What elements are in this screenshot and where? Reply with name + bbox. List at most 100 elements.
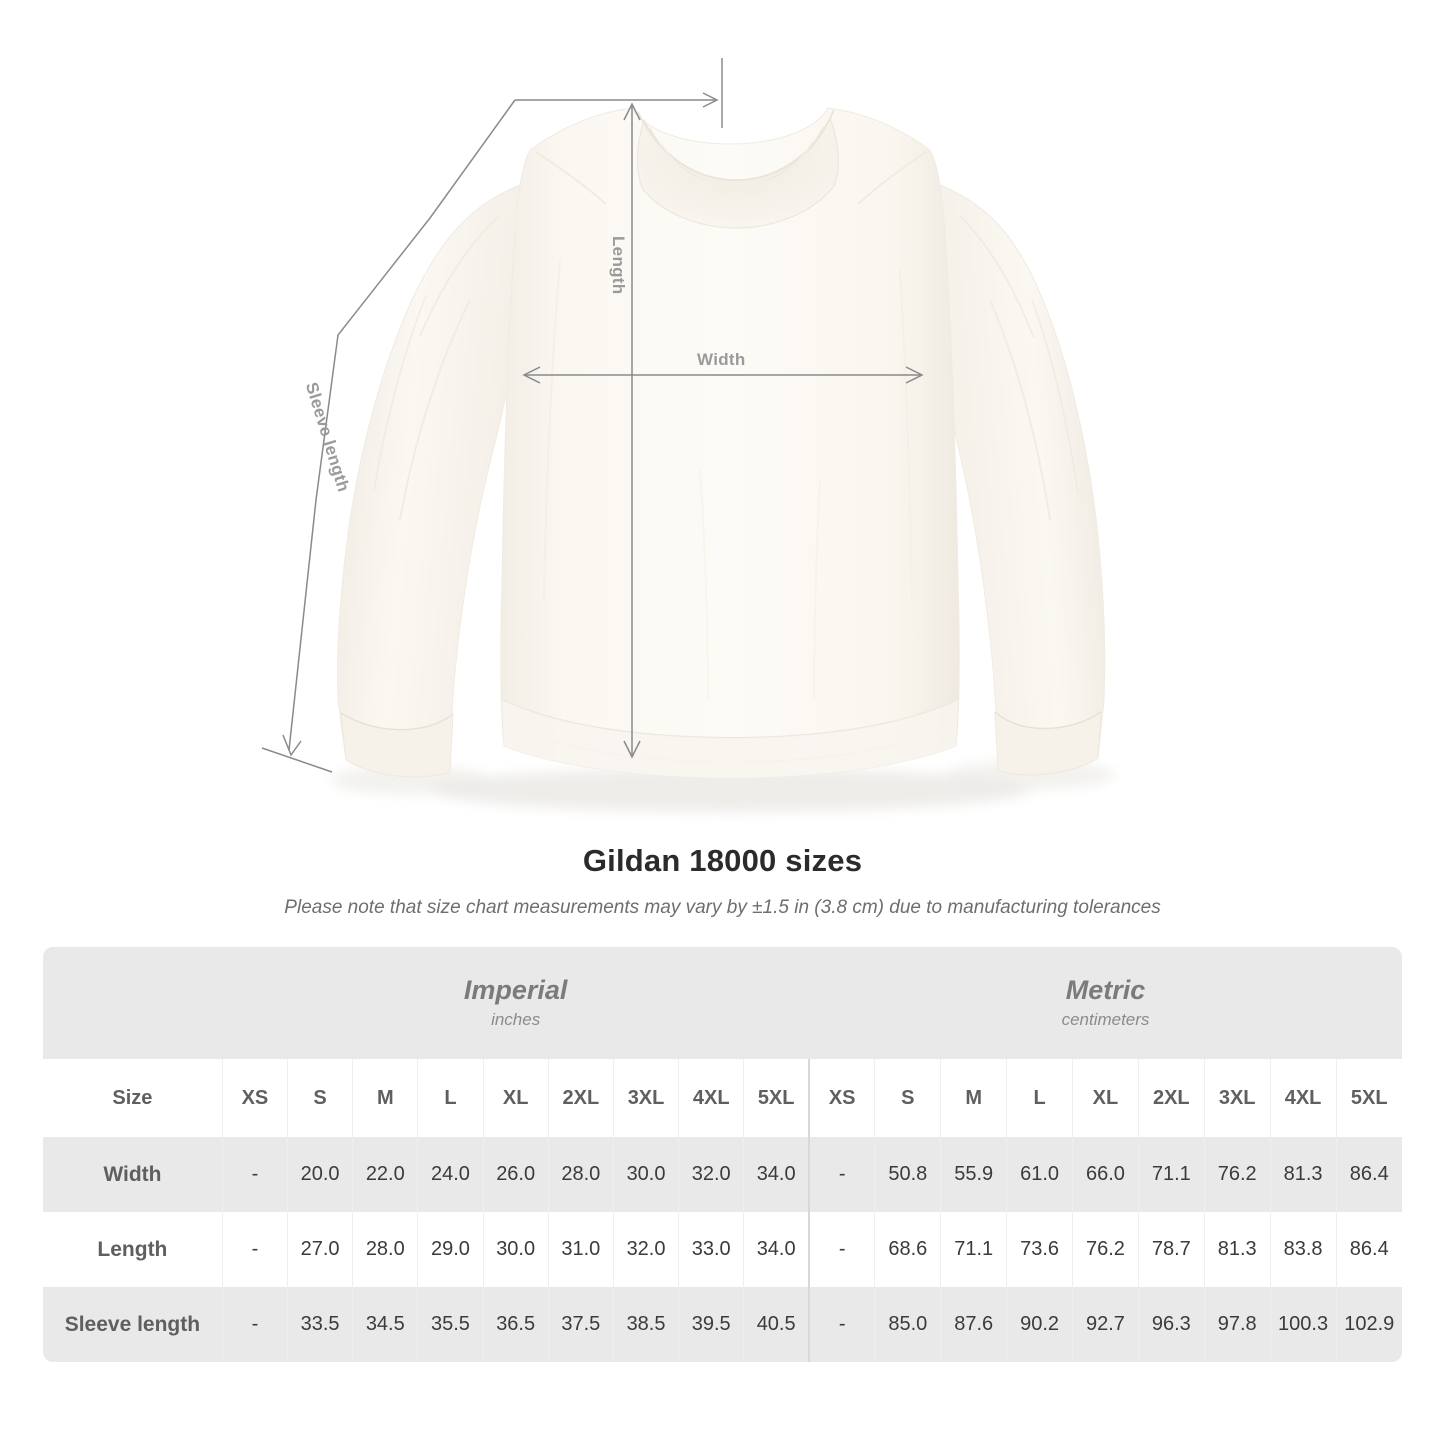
size-header-row: Size XS S M L XL 2XL 3XL 4XL 5XL XS S M …	[43, 1059, 1402, 1137]
cell-sleeve-imperial-s: 33.5	[287, 1287, 354, 1362]
unit-sub-imperial: inches	[491, 1010, 541, 1029]
header-metric-xl: XL	[1072, 1059, 1139, 1137]
header-metric-2xl: 2XL	[1138, 1059, 1205, 1137]
unit-name-imperial: Imperial	[463, 975, 568, 1005]
cell-length-imperial-xl: 30.0	[483, 1212, 549, 1287]
header-imperial-3xl: 3XL	[613, 1059, 680, 1137]
table-row: Width - 20.0 22.0 24.0 26.0 28.0 30.0 32…	[43, 1137, 1402, 1212]
cell-length-metric-m: 71.1	[940, 1212, 1008, 1287]
cell-sleeve-metric-4xl: 100.3	[1270, 1287, 1337, 1362]
cell-sleeve-metric-m: 87.6	[940, 1287, 1008, 1362]
cell-width-imperial-xl: 26.0	[483, 1137, 549, 1212]
size-table-wrap: Imperial inches Metric centimeters Size …	[43, 947, 1402, 1362]
table-row: Length - 27.0 28.0 29.0 30.0 31.0 32.0 3…	[43, 1212, 1402, 1287]
title-block: Gildan 18000 sizes Please note that size…	[0, 840, 1445, 921]
cell-width-imperial-m: 22.0	[352, 1137, 419, 1212]
cell-length-metric-xs: -	[809, 1212, 876, 1287]
cell-sleeve-imperial-l: 35.5	[417, 1287, 484, 1362]
header-metric-4xl: 4XL	[1270, 1059, 1337, 1137]
cell-width-imperial-l: 24.0	[417, 1137, 484, 1212]
header-imperial-2xl: 2XL	[548, 1059, 614, 1137]
cell-sleeve-metric-3xl: 97.8	[1204, 1287, 1271, 1362]
cell-width-metric-xs: -	[809, 1137, 876, 1212]
header-imperial-xl: XL	[483, 1059, 549, 1137]
cell-sleeve-imperial-5xl: 40.5	[743, 1287, 811, 1362]
header-metric-5xl: 5XL	[1336, 1059, 1402, 1137]
cell-sleeve-imperial-xl: 36.5	[483, 1287, 549, 1362]
garment-illustration	[261, 58, 1115, 812]
header-metric-3xl: 3XL	[1204, 1059, 1271, 1137]
collar	[636, 109, 839, 229]
cell-length-metric-5xl: 86.4	[1336, 1212, 1402, 1287]
cell-sleeve-metric-2xl: 96.3	[1138, 1287, 1205, 1362]
cell-length-metric-4xl: 83.8	[1270, 1212, 1337, 1287]
cell-length-metric-s: 68.6	[874, 1212, 942, 1287]
tolerance-note: Please note that size chart measurements…	[284, 897, 1161, 918]
header-size-label: Size	[43, 1059, 223, 1137]
cell-width-metric-xl: 66.0	[1072, 1137, 1139, 1212]
header-imperial-4xl: 4XL	[678, 1059, 745, 1137]
cell-length-metric-l: 73.6	[1006, 1212, 1073, 1287]
length-dimension	[623, 102, 641, 759]
right-sleeve	[927, 184, 1106, 776]
sleeve-length-dimension	[261, 58, 723, 773]
cell-length-metric-2xl: 78.7	[1138, 1212, 1205, 1287]
length-label: Length	[609, 236, 628, 295]
measurement-lines	[261, 58, 924, 773]
unit-band-row: Imperial inches Metric centimeters	[43, 947, 1402, 1059]
cell-sleeve-imperial-2xl: 37.5	[548, 1287, 614, 1362]
cell-sleeve-metric-l: 90.2	[1006, 1287, 1073, 1362]
header-imperial-xs: XS	[222, 1059, 289, 1137]
header-metric-m: M	[940, 1059, 1008, 1137]
cell-width-metric-5xl: 86.4	[1336, 1137, 1402, 1212]
header-imperial-s: S	[287, 1059, 354, 1137]
cell-length-imperial-s: 27.0	[287, 1212, 354, 1287]
cell-width-metric-l: 61.0	[1006, 1137, 1073, 1212]
width-dimension	[522, 366, 924, 384]
row-label-width: Width	[43, 1137, 223, 1212]
unit-sub-metric: centimeters	[1061, 1010, 1150, 1029]
cell-width-metric-3xl: 76.2	[1204, 1137, 1271, 1212]
cell-sleeve-metric-s: 85.0	[874, 1287, 942, 1362]
header-metric-xs: XS	[809, 1059, 876, 1137]
cell-width-imperial-xs: -	[222, 1137, 289, 1212]
cell-length-imperial-m: 28.0	[352, 1212, 419, 1287]
cell-length-imperial-l: 29.0	[417, 1212, 484, 1287]
cell-length-metric-3xl: 81.3	[1204, 1212, 1271, 1287]
size-table: Imperial inches Metric centimeters Size …	[43, 947, 1402, 1362]
garment-body	[500, 107, 960, 779]
table-row: Sleeve length - 33.5 34.5 35.5 36.5 37.5…	[43, 1287, 1402, 1362]
cell-sleeve-imperial-m: 34.5	[352, 1287, 419, 1362]
cell-sleeve-metric-xl: 92.7	[1072, 1287, 1139, 1362]
header-imperial-l: L	[417, 1059, 484, 1137]
unit-cell-metric: Metric centimeters	[809, 947, 1402, 1059]
header-imperial-m: M	[352, 1059, 419, 1137]
unit-band-spacer	[43, 947, 223, 1059]
unit-cell-imperial: Imperial inches	[222, 947, 809, 1059]
cell-length-metric-xl: 76.2	[1072, 1212, 1139, 1287]
cell-sleeve-imperial-3xl: 38.5	[613, 1287, 680, 1362]
cell-length-imperial-5xl: 34.0	[743, 1212, 811, 1287]
cell-width-imperial-5xl: 34.0	[743, 1137, 811, 1212]
cell-width-metric-2xl: 71.1	[1138, 1137, 1205, 1212]
cell-sleeve-metric-5xl: 102.9	[1336, 1287, 1402, 1362]
cell-length-imperial-xs: -	[222, 1212, 289, 1287]
unit-name-metric: Metric	[1065, 975, 1146, 1005]
cell-sleeve-imperial-xs: -	[222, 1287, 289, 1362]
cell-length-imperial-4xl: 33.0	[678, 1212, 745, 1287]
cell-sleeve-imperial-4xl: 39.5	[678, 1287, 745, 1362]
cell-width-imperial-s: 20.0	[287, 1137, 354, 1212]
width-label: Width	[697, 350, 746, 369]
header-metric-s: S	[874, 1059, 942, 1137]
cell-length-imperial-3xl: 32.0	[613, 1212, 680, 1287]
garment-diagram: Length Width Sleeve length	[261, 58, 1115, 812]
cell-width-imperial-2xl: 28.0	[548, 1137, 614, 1212]
cell-width-imperial-3xl: 30.0	[613, 1137, 680, 1212]
left-sleeve	[337, 184, 529, 778]
header-imperial-5xl: 5XL	[743, 1059, 811, 1137]
cell-sleeve-metric-xs: -	[809, 1287, 876, 1362]
cell-width-metric-4xl: 81.3	[1270, 1137, 1337, 1212]
cell-width-metric-m: 55.9	[940, 1137, 1008, 1212]
cell-width-metric-s: 50.8	[874, 1137, 942, 1212]
